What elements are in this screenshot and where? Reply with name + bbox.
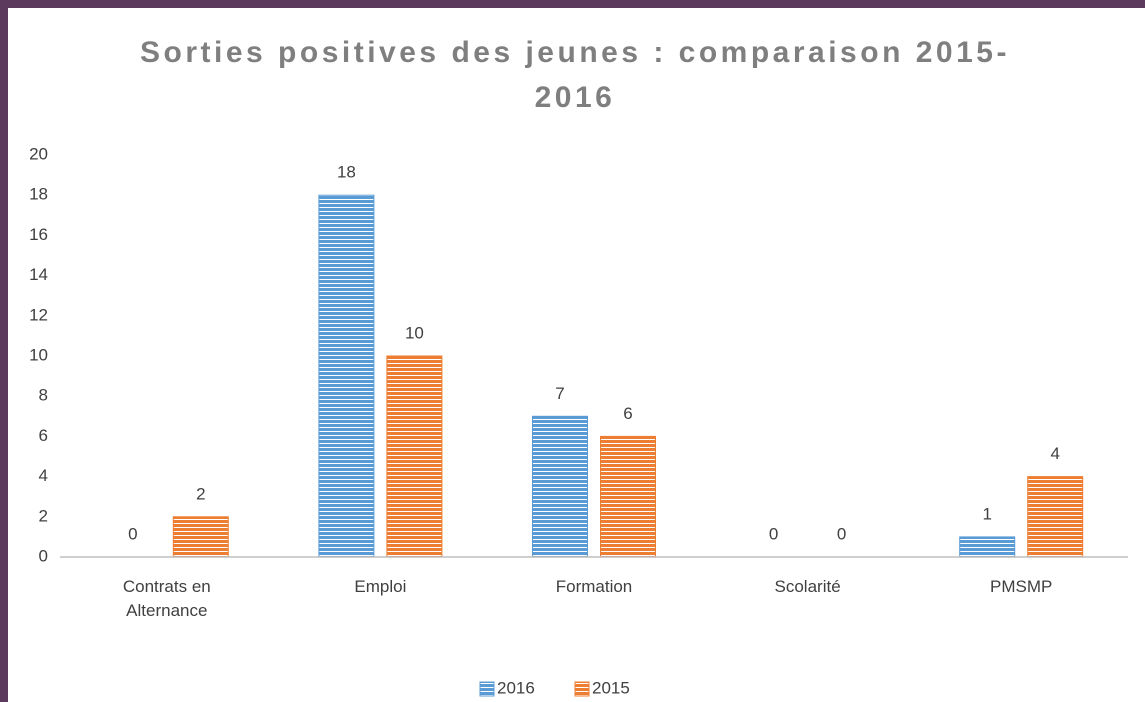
bar <box>959 536 1016 558</box>
bar <box>532 415 588 558</box>
data-label: 7 <box>555 384 564 403</box>
y-tick-label: 6 <box>39 426 48 445</box>
y-tick-label: 20 <box>29 144 48 163</box>
data-label: 6 <box>623 404 632 423</box>
legend-swatch <box>574 681 590 697</box>
chart-area <box>8 8 1145 702</box>
data-label: 0 <box>128 524 137 543</box>
bar <box>318 194 375 558</box>
bar <box>1027 476 1084 558</box>
y-tick-label: 10 <box>29 345 48 364</box>
chart-title: Sorties positives des jeunes : comparais… <box>140 36 1010 114</box>
x-tick-label: Scolarité <box>774 577 841 596</box>
y-tick-label: 16 <box>29 225 48 244</box>
y-tick-label: 4 <box>39 466 48 485</box>
bar <box>386 355 443 558</box>
y-tick-label: 18 <box>29 185 48 204</box>
data-label: 1 <box>982 504 991 523</box>
x-tick-label: Formation <box>555 577 633 596</box>
y-tick-label: 14 <box>29 265 48 284</box>
y-tick-label: 12 <box>29 305 48 324</box>
y-tick-label: 0 <box>39 546 48 565</box>
x-tick-label: Contrats en Alternance <box>122 577 211 620</box>
bar <box>172 516 229 558</box>
data-label: 18 <box>337 163 356 182</box>
data-label: 0 <box>769 524 778 543</box>
x-tick-label: PMSMP <box>990 577 1053 596</box>
data-label: 4 <box>1050 444 1059 463</box>
data-label: 0 <box>837 524 846 543</box>
data-label: 10 <box>405 323 424 342</box>
y-tick-label: 2 <box>39 506 48 525</box>
legend-swatch <box>479 681 495 697</box>
legend-label: 2015 <box>592 678 630 697</box>
legend-label: 2016 <box>497 678 535 697</box>
x-tick-label: Emploi <box>354 577 407 596</box>
bar <box>600 435 656 558</box>
data-label: 2 <box>196 484 205 503</box>
y-tick-label: 8 <box>39 386 48 405</box>
